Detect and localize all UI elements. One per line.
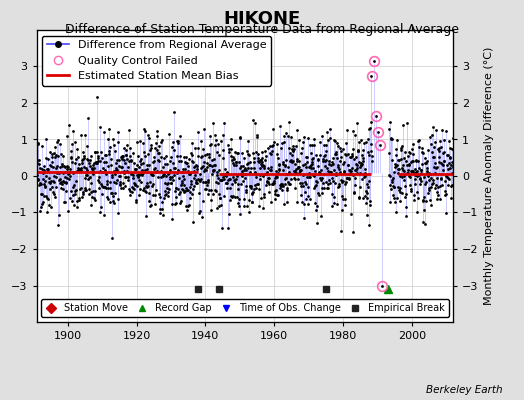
Legend: Station Move, Record Gap, Time of Obs. Change, Empirical Break: Station Move, Record Gap, Time of Obs. C… — [41, 299, 449, 317]
Text: Berkeley Earth: Berkeley Earth — [427, 385, 503, 395]
Text: HIKONE: HIKONE — [223, 10, 301, 28]
Y-axis label: Monthly Temperature Anomaly Difference (°C): Monthly Temperature Anomaly Difference (… — [484, 47, 494, 305]
Text: Difference of Station Temperature Data from Regional Average: Difference of Station Temperature Data f… — [65, 23, 459, 36]
